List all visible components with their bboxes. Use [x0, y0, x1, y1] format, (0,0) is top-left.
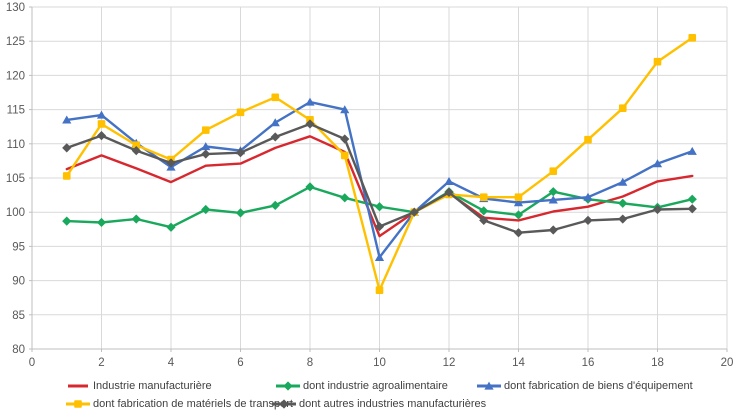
x-tick-label: 6 [237, 357, 243, 369]
data-point-marker [583, 192, 593, 201]
data-point-marker [444, 177, 454, 186]
data-point-marker [340, 193, 350, 203]
data-point-marker [374, 202, 385, 212]
data-point-marker [687, 146, 697, 155]
data-point-marker [548, 225, 558, 235]
data-point-marker [618, 198, 628, 208]
data-point-marker [618, 214, 628, 224]
data-point-marker [305, 119, 315, 129]
data-point-marker [548, 195, 558, 204]
data-point-marker [96, 110, 107, 119]
data-point-marker [584, 135, 592, 144]
data-point-marker [201, 142, 211, 151]
data-point-marker [62, 216, 72, 226]
y-tick-label: 80 [12, 344, 25, 356]
data-point-marker [201, 126, 210, 134]
data-point-marker [583, 215, 593, 226]
data-point-marker [97, 120, 106, 128]
data-point-marker [374, 252, 385, 261]
data-point-marker [305, 182, 315, 192]
data-point-marker [235, 208, 246, 218]
data-point-marker [618, 104, 627, 113]
data-point-marker [340, 151, 349, 160]
x-tick-label: 0 [29, 357, 35, 369]
y-tick-label: 115 [7, 105, 25, 117]
data-point-marker [479, 215, 489, 226]
data-point-marker [236, 108, 245, 117]
data-point-marker [444, 187, 454, 197]
series-line-0 [65, 135, 694, 238]
data-point-marker [96, 130, 107, 141]
data-point-marker [271, 93, 280, 102]
data-point-marker [514, 193, 523, 201]
data-point-marker [201, 149, 211, 159]
data-point-marker [62, 143, 72, 153]
x-tick-label: 12 [443, 357, 456, 369]
data-point-marker [513, 228, 524, 238]
y-tick-label: 100 [6, 207, 25, 219]
data-point-marker [96, 217, 107, 228]
x-tick-label: 14 [512, 357, 525, 369]
y-tick-label: 105 [6, 173, 25, 185]
data-point-marker [549, 167, 558, 175]
data-point-marker [688, 33, 697, 42]
data-point-marker [270, 132, 280, 142]
data-point-marker [340, 105, 350, 114]
y-tick-label: 95 [12, 241, 25, 253]
y-tick-label: 120 [6, 70, 25, 82]
data-point-marker [652, 204, 663, 215]
data-point-marker [270, 118, 280, 127]
y-tick-label: 85 [12, 310, 25, 322]
data-point-marker [62, 172, 71, 180]
data-point-marker [479, 193, 488, 201]
y-tick-label: 125 [6, 36, 25, 48]
data-point-marker [652, 159, 663, 168]
y-tick-label: 130 [6, 2, 25, 14]
data-point-marker [166, 222, 176, 232]
data-point-marker [618, 177, 628, 186]
x-tick-label: 4 [168, 357, 175, 369]
data-point-marker [548, 187, 558, 197]
x-tick-label: 16 [582, 357, 595, 369]
data-point-marker [340, 134, 350, 144]
x-tick-label: 20 [721, 357, 734, 369]
data-point-marker [653, 57, 662, 66]
data-point-marker [235, 148, 246, 158]
data-point-marker [513, 210, 524, 220]
y-tick-label: 90 [12, 276, 25, 288]
data-point-marker [513, 198, 524, 207]
y-tick-label: 110 [7, 139, 25, 151]
data-point-marker [687, 194, 697, 204]
data-point-marker [131, 146, 141, 156]
data-point-marker [166, 158, 176, 168]
data-point-marker [479, 206, 489, 216]
data-point-marker [270, 200, 280, 210]
data-point-marker [687, 204, 697, 214]
data-point-marker [201, 204, 211, 215]
x-tick-label: 2 [98, 357, 104, 369]
data-point-marker [132, 141, 141, 149]
x-tick-label: 8 [307, 357, 313, 369]
x-tick-label: 10 [373, 357, 386, 369]
data-point-marker [305, 97, 315, 106]
data-point-marker [62, 115, 72, 124]
data-point-marker [374, 221, 385, 232]
data-point-marker [375, 286, 384, 294]
x-tick-label: 18 [651, 357, 664, 369]
data-point-marker [131, 214, 141, 224]
data-point-marker [409, 207, 419, 217]
